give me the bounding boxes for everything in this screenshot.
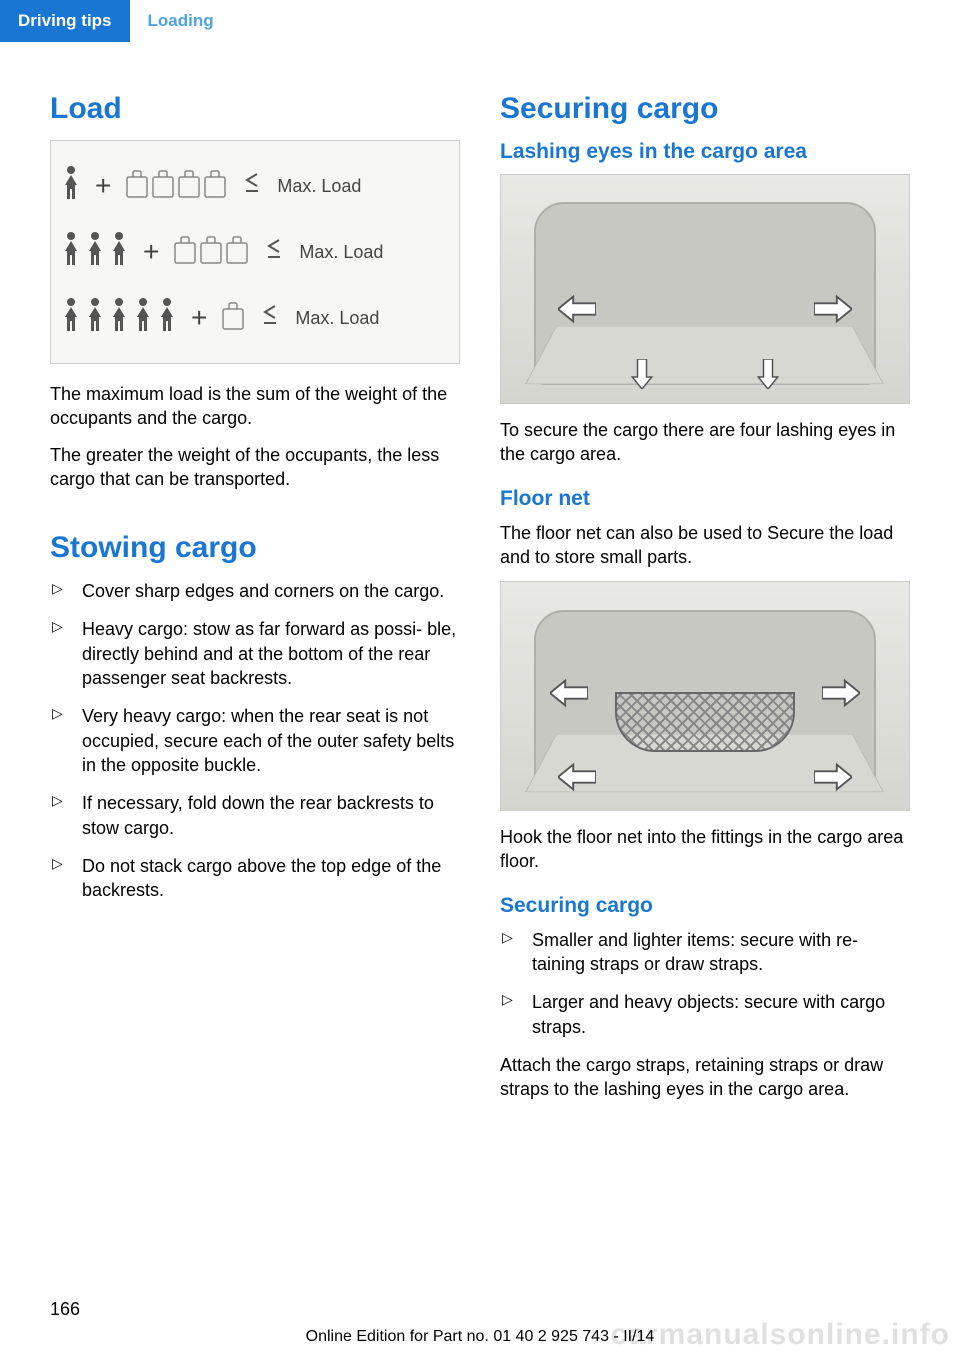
plus-icon: + [95, 170, 111, 202]
heading-load: Load [50, 92, 460, 126]
tab-loading: Loading [130, 0, 232, 42]
load-diagram: + Max. Load + Max. Load + Max. Load [50, 140, 460, 364]
arrow-icon [558, 762, 596, 792]
floornet-paragraph-1: The floor net can also be used to Secure… [500, 521, 910, 570]
list-item: Cover sharp edges and corners on the car… [50, 579, 460, 603]
diagram-row: + Max. Load [61, 219, 449, 285]
arrow-icon [814, 294, 852, 324]
lte-icon [261, 304, 279, 332]
max-load-label: Max. Load [277, 176, 361, 197]
luggage-icon [203, 169, 227, 204]
tab-driving-tips: Driving tips [0, 0, 130, 42]
person-icon [61, 297, 81, 339]
arrow-icon [550, 678, 588, 708]
person-icon [61, 231, 81, 273]
luggage-icon [151, 169, 175, 204]
floor-net-shape [615, 692, 795, 752]
person-icon [109, 297, 129, 339]
luggage-icon [199, 235, 223, 270]
arrow-icon [822, 678, 860, 708]
left-column: Load + Max. Load + Max. Load + Max. Load The … [50, 92, 460, 1114]
luggage-icon [225, 235, 249, 270]
securing-list: Smaller and lighter items: secure with r… [500, 928, 910, 1039]
footer-edition: Online Edition for Part no. 01 40 2 925 … [0, 1328, 960, 1346]
luggage-icon [177, 169, 201, 204]
person-icon [157, 297, 177, 339]
heading-securing: Securing cargo [500, 92, 910, 126]
plus-icon: + [143, 236, 159, 268]
diagram-row: + Max. Load [61, 153, 449, 219]
luggage-icon [125, 169, 149, 204]
page-content: Load + Max. Load + Max. Load + Max. Load The … [0, 42, 960, 1114]
luggage-icon [221, 301, 245, 336]
list-item: Heavy cargo: stow as far forward as poss… [50, 617, 460, 690]
load-paragraph-1: The maximum load is the sum of the weigh… [50, 382, 460, 431]
person-icon [133, 297, 153, 339]
arrow-icon [623, 359, 661, 389]
right-column: Securing cargo Lashing eyes in the cargo… [500, 92, 910, 1114]
stowing-list: Cover sharp edges and corners on the car… [50, 579, 460, 902]
heading-securing-cargo-2: Securing cargo [500, 894, 910, 918]
list-item: Do not stack cargo above the top edge of… [50, 854, 460, 903]
heading-stowing: Stowing cargo [50, 531, 460, 565]
arrow-icon [814, 762, 852, 792]
header-tabs: Driving tips Loading [0, 0, 960, 42]
person-icon [85, 231, 105, 273]
list-item: Larger and heavy objects: secure with ca… [500, 990, 910, 1039]
arrow-icon [749, 359, 787, 389]
plus-icon: + [191, 302, 207, 334]
lashing-eyes-illustration [500, 174, 910, 404]
floornet-paragraph-2: Hook the floor net into the fittings in … [500, 825, 910, 874]
lte-icon [265, 238, 283, 266]
lashing-paragraph: To secure the cargo there are four lashi… [500, 418, 910, 467]
max-load-label: Max. Load [299, 242, 383, 263]
load-paragraph-2: The greater the weight of the occupants,… [50, 443, 460, 492]
list-item: Very heavy cargo: when the rear seat is … [50, 704, 460, 777]
heading-floor-net: Floor net [500, 487, 910, 511]
person-icon [61, 165, 81, 207]
arrow-icon [558, 294, 596, 324]
page-number: 166 [50, 1299, 80, 1320]
person-icon [85, 297, 105, 339]
list-item: Smaller and lighter items: secure with r… [500, 928, 910, 977]
list-item: If necessary, fold down the rear backres… [50, 791, 460, 840]
max-load-label: Max. Load [295, 308, 379, 329]
floor-net-illustration [500, 581, 910, 811]
diagram-row: + Max. Load [61, 285, 449, 351]
heading-lashing-eyes: Lashing eyes in the cargo area [500, 140, 910, 164]
attach-paragraph: Attach the cargo straps, retaining strap… [500, 1053, 910, 1102]
lte-icon [243, 172, 261, 200]
person-icon [109, 231, 129, 273]
luggage-icon [173, 235, 197, 270]
